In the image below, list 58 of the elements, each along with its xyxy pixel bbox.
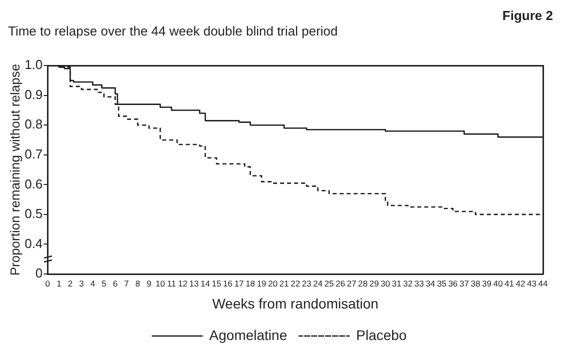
- x-tick-label: 1: [56, 278, 62, 288]
- x-tick-label: 4: [90, 278, 96, 288]
- x-tick-label: 5: [102, 278, 107, 288]
- y-tick-label: 0.9: [24, 86, 43, 102]
- x-tick-label: 32: [403, 278, 413, 288]
- x-tick-label: 13: [189, 278, 200, 288]
- x-tick-label: 0: [45, 278, 50, 288]
- x-tick-label: 29: [369, 278, 380, 288]
- x-tick-label: 3: [79, 278, 84, 288]
- x-tick-label: 19: [256, 278, 267, 288]
- y-tick-label: 0.4: [24, 236, 43, 251]
- x-tick-label: 34: [426, 278, 436, 288]
- x-tick-label: 37: [459, 278, 470, 288]
- x-tick-label: 25: [324, 278, 334, 288]
- x-tick-label: 21: [279, 278, 290, 288]
- x-tick-label: 7: [124, 278, 130, 288]
- x-tick-label: 27: [346, 278, 357, 288]
- x-tick-label: 40: [493, 278, 503, 288]
- y-tick-label: 0.6: [24, 176, 43, 192]
- x-tick-label: 2: [68, 278, 73, 288]
- chart-title: Time to relapse over the 44 week double blind trial period: [8, 23, 338, 38]
- x-tick-label: 9: [146, 278, 152, 288]
- y-tick-label: 0.5: [24, 206, 43, 222]
- x-tick-label: 8: [135, 278, 140, 288]
- x-tick-label: 20: [268, 278, 278, 288]
- x-tick-label: 14: [200, 278, 210, 288]
- x-axis-title: Weeks from randomisation: [212, 295, 378, 312]
- x-tick-label: 12: [178, 278, 188, 288]
- y-tick-label: 1.0: [24, 57, 43, 72]
- x-tick-label: 39: [482, 278, 492, 288]
- x-tick-label: 24: [313, 278, 323, 288]
- x-tick-label: 6: [112, 278, 118, 288]
- x-tick-label: 18: [246, 278, 256, 288]
- x-tick-label: 16: [223, 278, 233, 288]
- x-tick-label: 38: [470, 278, 480, 288]
- x-tick-label: 11: [167, 278, 176, 288]
- x-tick-label: 44: [538, 278, 548, 288]
- x-tick-label: 36: [448, 278, 458, 288]
- legend-label: Placebo: [356, 326, 407, 343]
- legend-label: Agomelatine: [209, 326, 288, 343]
- x-tick-label: 33: [414, 278, 424, 288]
- caption: Figure 2: [502, 8, 553, 24]
- x-tick-label: 35: [436, 278, 447, 288]
- x-tick-label: 41: [504, 278, 514, 288]
- x-tick-label: 26: [336, 278, 346, 288]
- x-tick-label: 23: [302, 278, 312, 288]
- y-tick-label: 0.8: [24, 116, 43, 132]
- x-tick-label: 10: [156, 278, 166, 288]
- x-tick-label: 28: [358, 278, 368, 288]
- x-tick-label: 17: [234, 278, 244, 288]
- x-tick-label: 15: [212, 278, 222, 288]
- x-tick-label: 30: [380, 278, 390, 288]
- y-axis-title: Proportion remaining without relapse: [7, 64, 22, 276]
- x-tick-label: 43: [527, 278, 537, 288]
- x-tick-label: 22: [290, 278, 300, 288]
- x-tick-label: 31: [392, 278, 402, 288]
- y-tick-label: 0.7: [24, 146, 43, 162]
- x-tick-label: 42: [516, 278, 526, 288]
